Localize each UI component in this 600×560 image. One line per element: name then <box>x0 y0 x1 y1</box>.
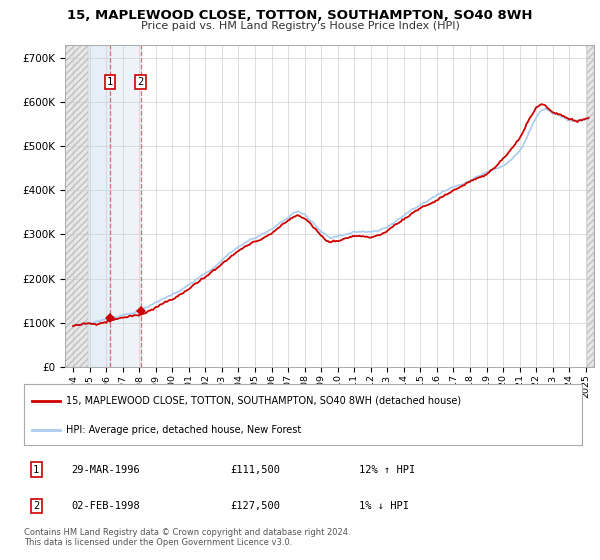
Text: 2: 2 <box>137 77 144 87</box>
Text: 29-MAR-1996: 29-MAR-1996 <box>71 465 140 475</box>
Text: Price paid vs. HM Land Registry's House Price Index (HPI): Price paid vs. HM Land Registry's House … <box>140 21 460 31</box>
Text: 2: 2 <box>33 501 40 511</box>
Text: 02-FEB-1998: 02-FEB-1998 <box>71 501 140 511</box>
Bar <box>110 45 141 367</box>
Text: £127,500: £127,500 <box>230 501 280 511</box>
Text: 1% ↓ HPI: 1% ↓ HPI <box>359 501 409 511</box>
Bar <box>587 45 594 367</box>
Text: Contains HM Land Registry data © Crown copyright and database right 2024.: Contains HM Land Registry data © Crown c… <box>24 528 350 536</box>
Text: 1: 1 <box>33 465 40 475</box>
Text: This data is licensed under the Open Government Licence v3.0.: This data is licensed under the Open Gov… <box>24 538 292 547</box>
Text: HPI: Average price, detached house, New Forest: HPI: Average price, detached house, New … <box>66 425 301 435</box>
Bar <box>88 45 110 367</box>
Text: 12% ↑ HPI: 12% ↑ HPI <box>359 465 415 475</box>
Bar <box>587 45 594 367</box>
Text: 15, MAPLEWOOD CLOSE, TOTTON, SOUTHAMPTON, SO40 8WH: 15, MAPLEWOOD CLOSE, TOTTON, SOUTHAMPTON… <box>67 9 533 22</box>
Bar <box>65 45 88 367</box>
Text: 15, MAPLEWOOD CLOSE, TOTTON, SOUTHAMPTON, SO40 8WH (detached house): 15, MAPLEWOOD CLOSE, TOTTON, SOUTHAMPTON… <box>66 396 461 406</box>
Text: 1: 1 <box>107 77 113 87</box>
Bar <box>65 45 88 367</box>
Text: £111,500: £111,500 <box>230 465 280 475</box>
